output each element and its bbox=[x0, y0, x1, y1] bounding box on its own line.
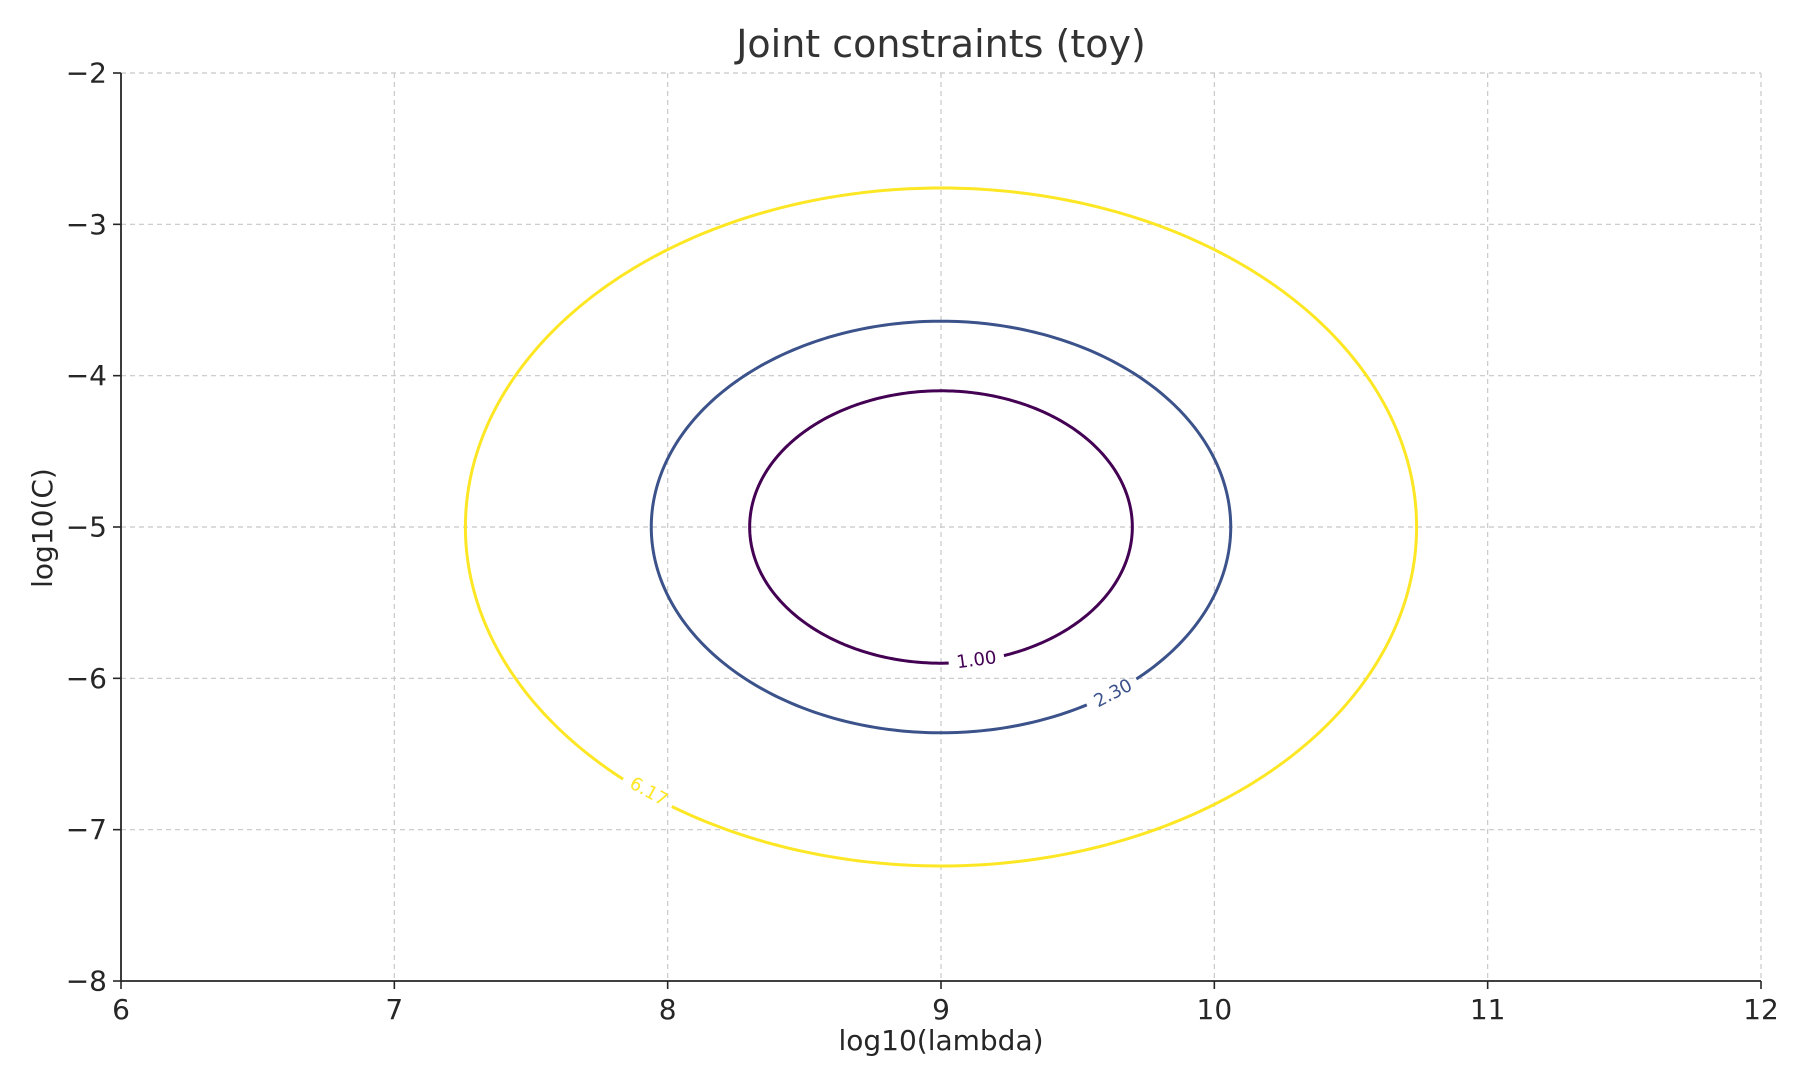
y-axis-label: log10(C) bbox=[26, 468, 59, 588]
y-tick-label: −8 bbox=[66, 965, 107, 998]
x-tick-label: 8 bbox=[659, 993, 677, 1026]
contour-label: 6.17 bbox=[626, 773, 671, 811]
x-tick-label: 9 bbox=[932, 993, 950, 1026]
y-tick-label: −2 bbox=[66, 57, 107, 90]
x-tick-label: 10 bbox=[1197, 993, 1233, 1026]
contour-label: 1.00 bbox=[955, 647, 998, 673]
contour-label: 2.30 bbox=[1091, 675, 1136, 712]
contour-line-2.30 bbox=[649, 319, 1233, 735]
y-tick-label: −4 bbox=[66, 359, 107, 392]
axes: 6 7 8 9 10 11 12 −8 −7 −6 −5 −4 −3 −2 bbox=[66, 57, 1779, 1027]
y-tick-label: −5 bbox=[66, 511, 107, 544]
x-tick-label: 12 bbox=[1743, 993, 1779, 1026]
chart-title: Joint constraints (toy) bbox=[734, 22, 1146, 66]
contour-line-6.17 bbox=[463, 186, 1419, 868]
y-tick-label: −3 bbox=[66, 208, 107, 241]
x-axis-label: log10(lambda) bbox=[838, 1024, 1043, 1057]
x-tick-label: 11 bbox=[1470, 993, 1506, 1026]
grid bbox=[120, 72, 1762, 982]
x-tick-label: 6 bbox=[112, 993, 130, 1026]
contour-line-1.00 bbox=[748, 389, 1134, 665]
x-tick-label: 7 bbox=[385, 993, 403, 1026]
y-tick-label: −7 bbox=[66, 813, 107, 846]
contour-lines: 1.00 2.30 6.17 bbox=[463, 186, 1419, 868]
y-tick-label: −6 bbox=[66, 662, 107, 695]
